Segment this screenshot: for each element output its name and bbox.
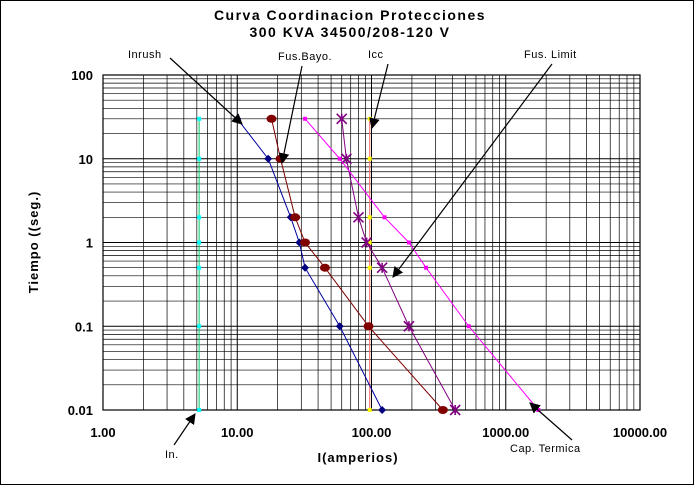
data-point-fus_limit xyxy=(352,211,365,223)
y-tick-label: 0.1 xyxy=(75,319,93,334)
data-point-icc xyxy=(367,240,372,245)
annotation: Inrush xyxy=(128,49,243,125)
x-tick-label: 10000.00 xyxy=(613,425,667,440)
data-point-inrush xyxy=(335,322,344,331)
data-point-in xyxy=(197,215,202,220)
annotation-label: Fus.Bayo. xyxy=(278,51,332,63)
data-point-cap_termica xyxy=(406,240,411,245)
y-tick-label: 100 xyxy=(71,68,93,83)
data-point-in xyxy=(197,156,202,161)
y-tick-label: 10 xyxy=(79,152,93,167)
data-point-icc xyxy=(367,116,372,121)
data-point-fus_bayo xyxy=(363,322,374,331)
data-point-cap_termica xyxy=(466,324,471,329)
chart-grid xyxy=(102,74,641,411)
series-fus_limit xyxy=(336,113,461,416)
series-cap_termica xyxy=(303,116,541,412)
data-point-inrush xyxy=(301,263,310,272)
data-point-in xyxy=(197,116,202,121)
x-axis-label: I(amperios) xyxy=(317,450,398,465)
data-point-fus_bayo xyxy=(266,114,277,123)
annotation-arrow xyxy=(169,57,243,125)
data-point-cap_termica xyxy=(382,215,387,220)
data-point-cap_termica xyxy=(337,156,342,161)
data-point-in xyxy=(197,265,202,270)
data-point-fus_bayo xyxy=(300,238,311,247)
annotation-arrow xyxy=(369,63,389,130)
annotation-label: Icc xyxy=(368,49,384,61)
data-point-fus_bayo xyxy=(319,263,330,272)
annotation-label: In. xyxy=(165,449,179,461)
annotation: Icc xyxy=(368,49,389,130)
x-tick-label: 10.00 xyxy=(221,425,254,440)
annotation-arrow xyxy=(278,65,303,165)
data-point-cap_termica xyxy=(424,265,429,270)
annotation-label: Cap. Termica xyxy=(510,443,581,455)
data-point-in xyxy=(197,408,202,412)
data-point-in xyxy=(197,240,202,245)
data-point-fus_limit xyxy=(403,320,415,332)
data-point-fus_limit xyxy=(336,113,348,125)
data-point-fus_limit xyxy=(376,262,388,274)
annotation-arrow xyxy=(529,402,573,441)
annotation: Fus.Bayo. xyxy=(278,51,332,165)
data-point-inrush xyxy=(378,406,387,414)
x-tick-label: 1.00 xyxy=(90,425,115,440)
series-fus_bayo xyxy=(266,114,448,414)
series-in xyxy=(197,116,202,412)
y-tick-label: 0.01 xyxy=(68,403,93,418)
annotation-arrow xyxy=(173,413,196,446)
data-point-icc xyxy=(367,156,372,161)
x-tick-label: 1000.00 xyxy=(482,425,529,440)
annotation-label: Fus. Limit xyxy=(524,49,577,61)
data-point-cap_termica xyxy=(303,116,308,121)
data-point-in xyxy=(197,324,202,329)
data-point-icc xyxy=(367,408,372,412)
annotation: Cap. Termica xyxy=(510,402,581,455)
data-point-fus_limit xyxy=(449,404,461,416)
data-point-fus_bayo xyxy=(437,406,448,414)
chart-title-line1: Curva Coordinacion Protecciones xyxy=(214,7,486,23)
data-point-fus_limit xyxy=(340,153,352,165)
x-tick-label: 100.00 xyxy=(352,425,392,440)
chart-title-line2: 300 KVA 34500/208-120 V xyxy=(249,24,450,40)
data-point-icc xyxy=(367,215,372,220)
tick-labels: 1.00 10.00 100.00 1000.00 10000.00 100 10 1 0.1 0… xyxy=(68,68,667,440)
annotation: Fus. Limit xyxy=(392,49,577,278)
annotation-arrow xyxy=(392,63,553,278)
data-point-inrush xyxy=(264,154,273,163)
data-point-fus_bayo xyxy=(290,213,301,222)
data-point-fus_limit xyxy=(361,236,373,249)
annotation: In. xyxy=(165,413,196,461)
y-axis-label: Tiempo ((seg.) xyxy=(26,191,41,294)
series-inrush xyxy=(233,114,387,414)
data-point-icc xyxy=(367,265,372,270)
annotation-label: Inrush xyxy=(128,49,162,61)
annotations: Inrush Fus.Bayo. Icc Fus. Limit Cap. Termica… xyxy=(128,49,581,461)
y-tick-label: 1 xyxy=(86,236,93,251)
